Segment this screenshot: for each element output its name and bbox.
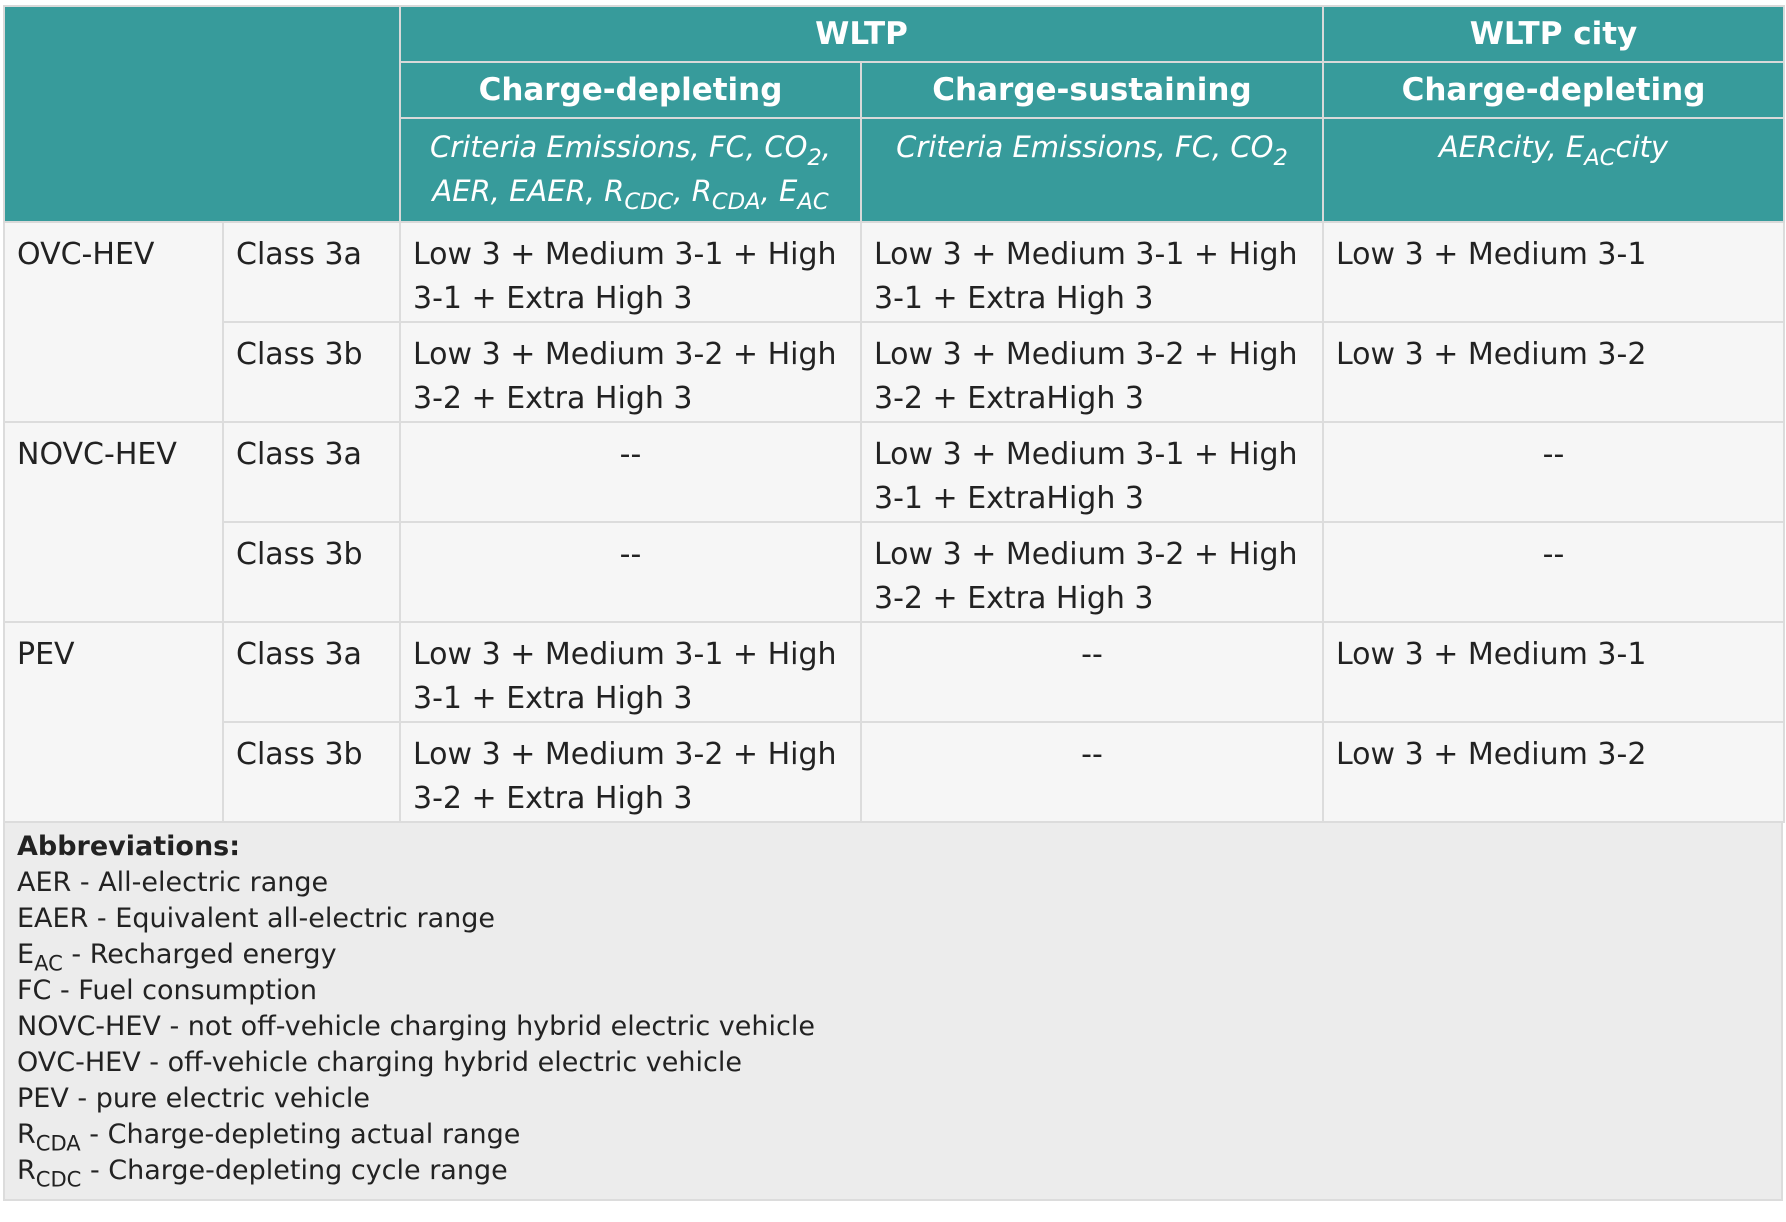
rcdc-text: - Charge-depleting cycle range	[81, 1155, 508, 1186]
wltp-cd-cell: --	[399, 421, 862, 523]
cd-param-aer: AER, EAER, R	[432, 174, 625, 208]
wltp-cd-cell: --	[399, 521, 862, 623]
header-city-charge-depleting: Charge-depleting	[1322, 61, 1785, 119]
cd-rcdc-subscript: CDC	[624, 188, 674, 215]
abbreviations-title: Abbreviations:	[17, 831, 241, 862]
city-param-tail: city	[1615, 130, 1669, 164]
header-charge-depleting: Charge-depleting	[399, 61, 862, 119]
city-cd-cell: Low 3 + Medium 3-1	[1322, 221, 1785, 323]
vehicle-group-cell: OVC-HEV	[3, 221, 224, 423]
table-row: Class 3b -- Low 3 + Medium 3-2 + High 3-…	[4, 521, 1785, 623]
wltp-test-cycle-table-container: WLTP WLTP city Charge-depleting Charge-s…	[3, 5, 1785, 1201]
wltp-cd-cell: Low 3 + Medium 3-2 + High 3-2 + Extra Hi…	[399, 321, 862, 423]
abbreviation-rcdc: RCDC - Charge-depleting cycle range	[17, 1153, 1769, 1189]
header-wltp-city: WLTP city	[1322, 5, 1785, 63]
table-row: OVC-HEV Class 3a Low 3 + Medium 3-1 + Hi…	[3, 221, 1785, 423]
abbreviation-novc-hev: NOVC-HEV - not off-vehicle charging hybr…	[17, 1011, 815, 1042]
wltp-cs-cell: Low 3 + Medium 3-1 + High 3-1 + Extra Hi…	[860, 221, 1324, 323]
rcdc-subscript: CDC	[35, 1166, 82, 1192]
vehicle-class-cell: Class 3a	[222, 621, 401, 723]
cd-param-line1-tail: ,	[821, 130, 832, 164]
vehicle-class-cell: Class 3a	[222, 421, 401, 523]
city-cd-cell: Low 3 + Medium 3-1	[1322, 621, 1785, 723]
header-corner-cell	[3, 5, 401, 223]
city-cd-cell: Low 3 + Medium 3-2	[1322, 321, 1785, 423]
vehicle-class-cell: Class 3a	[222, 221, 401, 323]
eac-text: - Recharged energy	[62, 939, 337, 970]
abbreviations-panel: Abbreviations: AER - All-electric range …	[3, 823, 1783, 1201]
wltp-cd-cell: Low 3 + Medium 3-1 + High 3-1 + Extra Hi…	[399, 621, 862, 723]
vehicle-class-cell: Class 3b	[222, 521, 401, 623]
table-body: OVC-HEV Class 3a Low 3 + Medium 3-1 + Hi…	[3, 221, 1785, 823]
table-row: PEV Class 3a Low 3 + Medium 3-1 + High 3…	[3, 621, 1785, 823]
eac-main: E	[17, 939, 35, 970]
header-wltp: WLTP	[399, 5, 1324, 63]
abbreviation-ovc-hev: OVC-HEV - off-vehicle charging hybrid el…	[17, 1047, 742, 1078]
cd-param-sep2: , E	[760, 174, 798, 208]
vehicle-group-cell: NOVC-HEV	[3, 421, 224, 623]
cd-co2-subscript: 2	[807, 144, 822, 171]
wltp-test-cycle-table: WLTP WLTP city Charge-depleting Charge-s…	[3, 5, 1785, 823]
abbreviation-eac: EAC - Recharged energy	[17, 937, 1769, 973]
vehicle-class-cell: Class 3b	[222, 721, 401, 823]
cs-param-text: Criteria Emissions, FC, CO	[896, 130, 1274, 164]
wltp-cs-cell: Low 3 + Medium 3-2 + High 3-2 + ExtraHig…	[860, 321, 1324, 423]
city-eac-subscript: AC	[1584, 144, 1616, 171]
wltp-cd-cell: Low 3 + Medium 3-1 + High 3-1 + Extra Hi…	[399, 221, 862, 323]
header-cd-parameters: Criteria Emissions, FC, CO2, AER, EAER, R…	[399, 117, 862, 223]
city-param-text: AERcity, E	[1438, 130, 1585, 164]
wltp-cs-cell: --	[860, 721, 1324, 823]
wltp-cd-cell: Low 3 + Medium 3-2 + High 3-2 + Extra Hi…	[399, 721, 862, 823]
header-city-parameters: AERcity, EACcity	[1322, 117, 1785, 223]
table-header: WLTP WLTP city Charge-depleting Charge-s…	[3, 5, 1785, 223]
rcda-main: R	[17, 1119, 36, 1150]
header-cs-parameters: Criteria Emissions, FC, CO2	[860, 117, 1324, 223]
cd-param-sep1: , R	[673, 174, 712, 208]
city-cd-cell: --	[1322, 421, 1785, 523]
rcdc-main: R	[17, 1155, 36, 1186]
header-row-mode: Charge-depleting Charge-sustaining Charg…	[4, 61, 1785, 119]
table-row: NOVC-HEV Class 3a -- Low 3 + Medium 3-1 …	[3, 421, 1785, 623]
rcda-subscript: CDA	[35, 1130, 81, 1156]
header-charge-sustaining: Charge-sustaining	[860, 61, 1324, 119]
cs-co2-subscript: 2	[1273, 144, 1288, 171]
table-row: Class 3b Low 3 + Medium 3-2 + High 3-2 +…	[4, 321, 1785, 423]
header-row-parameters: Criteria Emissions, FC, CO2, AER, EAER, R…	[4, 117, 1785, 223]
wltp-cs-cell: Low 3 + Medium 3-1 + High 3-1 + ExtraHig…	[860, 421, 1324, 523]
eac-subscript: AC	[34, 950, 63, 976]
abbreviation-pev: PEV - pure electric vehicle	[17, 1083, 371, 1114]
header-row-cycle: WLTP WLTP city	[3, 5, 1785, 223]
table-row: Class 3b Low 3 + Medium 3-2 + High 3-2 +…	[4, 721, 1785, 823]
vehicle-class-cell: Class 3b	[222, 321, 401, 423]
cd-eac-subscript: AC	[797, 188, 829, 215]
wltp-cs-cell: Low 3 + Medium 3-2 + High 3-2 + Extra Hi…	[860, 521, 1324, 623]
abbreviation-aer: AER - All-electric range	[17, 867, 329, 898]
cd-param-line1: Criteria Emissions, FC, CO	[429, 130, 808, 164]
vehicle-group-cell: PEV	[3, 621, 224, 823]
wltp-cs-cell: --	[860, 621, 1324, 723]
rcda-text: - Charge-depleting actual range	[80, 1119, 521, 1150]
city-cd-cell: --	[1322, 521, 1785, 623]
city-cd-cell: Low 3 + Medium 3-2	[1322, 721, 1785, 823]
abbreviation-rcda: RCDA - Charge-depleting actual range	[17, 1117, 1769, 1153]
cd-rcda-subscript: CDA	[711, 188, 761, 215]
abbreviation-eaer: EAER - Equivalent all-electric range	[17, 903, 495, 934]
abbreviation-fc: FC - Fuel consumption	[17, 975, 317, 1006]
